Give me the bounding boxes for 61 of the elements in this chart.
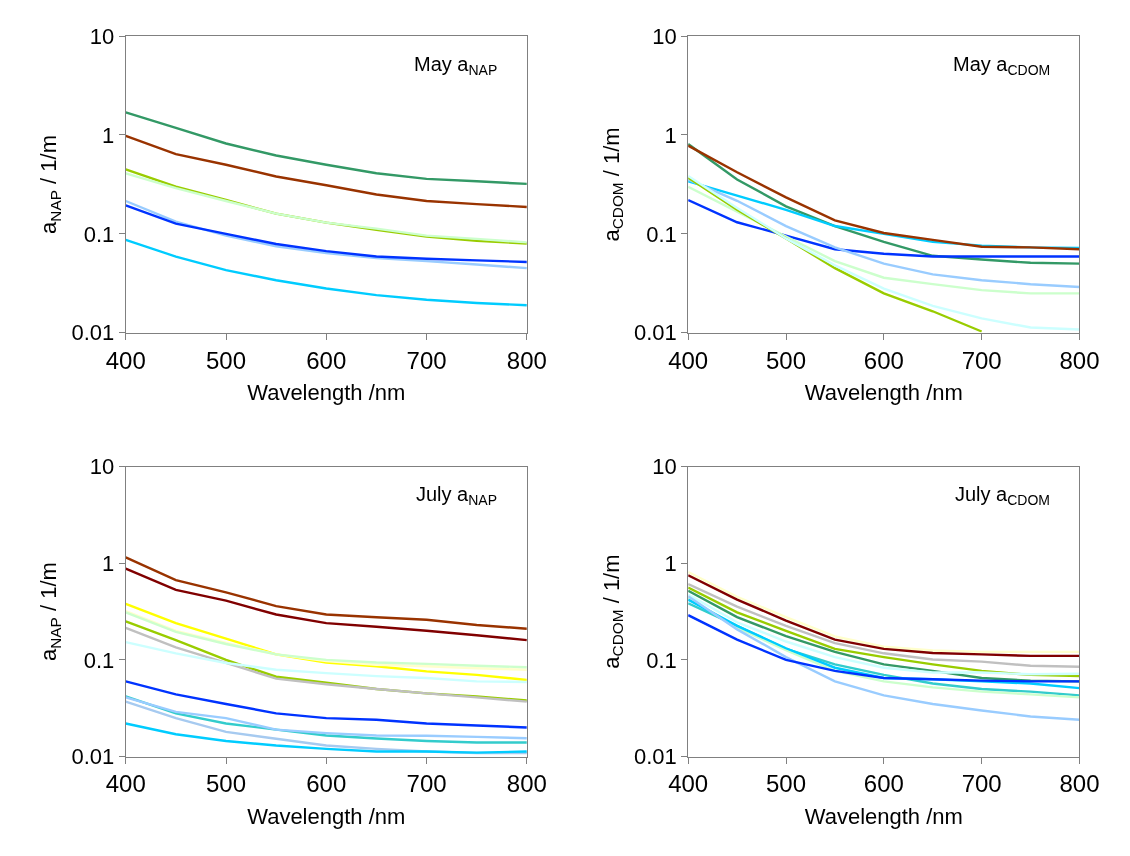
y-tick-label: 0.1 <box>83 647 115 673</box>
x-tick-label: 500 <box>765 346 807 374</box>
x-tick-label: 400 <box>105 346 146 374</box>
line-series <box>688 176 983 333</box>
x-tick-label: 700 <box>406 346 447 374</box>
x-tick-label: 500 <box>205 770 247 798</box>
line-series <box>125 199 527 270</box>
line-series <box>125 567 527 642</box>
line-series <box>688 174 1080 331</box>
x-tick-label: 500 <box>205 346 247 374</box>
line-series <box>125 204 527 264</box>
x-tick-label: 600 <box>863 346 904 374</box>
y-tick-label: 0.1 <box>83 221 115 247</box>
y-tick-label: 10 <box>89 454 115 480</box>
annotation: July a$_{CDOM}$ <box>955 483 1051 509</box>
annotation: July a$_{NAP}$ <box>416 483 498 509</box>
y-tick-label: 1 <box>664 550 677 576</box>
line-series <box>125 722 527 754</box>
x-tick-label: 500 <box>765 770 807 798</box>
x-tick-label: 800 <box>506 346 547 374</box>
y-tick-label: 10 <box>652 454 677 480</box>
y-tick-label: 0.01 <box>633 320 677 346</box>
y-tick-label: 1 <box>664 122 677 148</box>
x-tick-label: 700 <box>961 770 1002 798</box>
x-tick-label: 700 <box>961 346 1002 374</box>
line-series <box>125 111 527 186</box>
x-tick-label: 800 <box>1059 346 1100 374</box>
x-axis-title: Wavelength /nm <box>804 380 963 406</box>
y-tick-label: 0.01 <box>71 744 115 770</box>
y-tick-label: 10 <box>652 23 677 49</box>
x-tick-label: 600 <box>306 346 347 374</box>
y-tick-label: 0.01 <box>633 744 677 770</box>
x-axis-title: Wavelength /nm <box>247 804 406 830</box>
x-tick-label: 700 <box>406 770 447 798</box>
y-tick-label: 1 <box>102 550 115 576</box>
y-tick-label: 0.1 <box>646 647 677 673</box>
x-tick-label: 400 <box>668 770 709 798</box>
y-tick-label: 0.1 <box>646 221 677 247</box>
x-axis-title: Wavelength /nm <box>247 380 406 406</box>
x-axis-title: Wavelength /nm <box>804 804 963 830</box>
annotation: May a$_{CDOM}$ <box>953 53 1051 79</box>
line-series <box>688 614 1080 683</box>
line-series <box>125 134 527 209</box>
x-tick-label: 400 <box>105 770 146 798</box>
x-tick-label: 800 <box>506 770 547 798</box>
line-series <box>688 595 1080 722</box>
x-tick-label: 800 <box>1059 770 1100 798</box>
y-tick-label: 0.01 <box>71 320 115 346</box>
y-tick-label: 1 <box>102 122 115 148</box>
annotation: May a$_{NAP}$ <box>414 53 498 79</box>
line-series <box>688 180 1080 250</box>
line-series <box>125 640 527 684</box>
line-series <box>125 602 527 682</box>
y-tick-label: 10 <box>89 23 115 49</box>
line-series <box>125 680 527 729</box>
x-tick-label: 400 <box>668 346 709 374</box>
line-series <box>125 556 527 630</box>
line-series <box>688 198 1080 258</box>
line-series <box>125 238 527 307</box>
x-tick-label: 600 <box>306 770 347 798</box>
x-tick-label: 600 <box>863 770 904 798</box>
